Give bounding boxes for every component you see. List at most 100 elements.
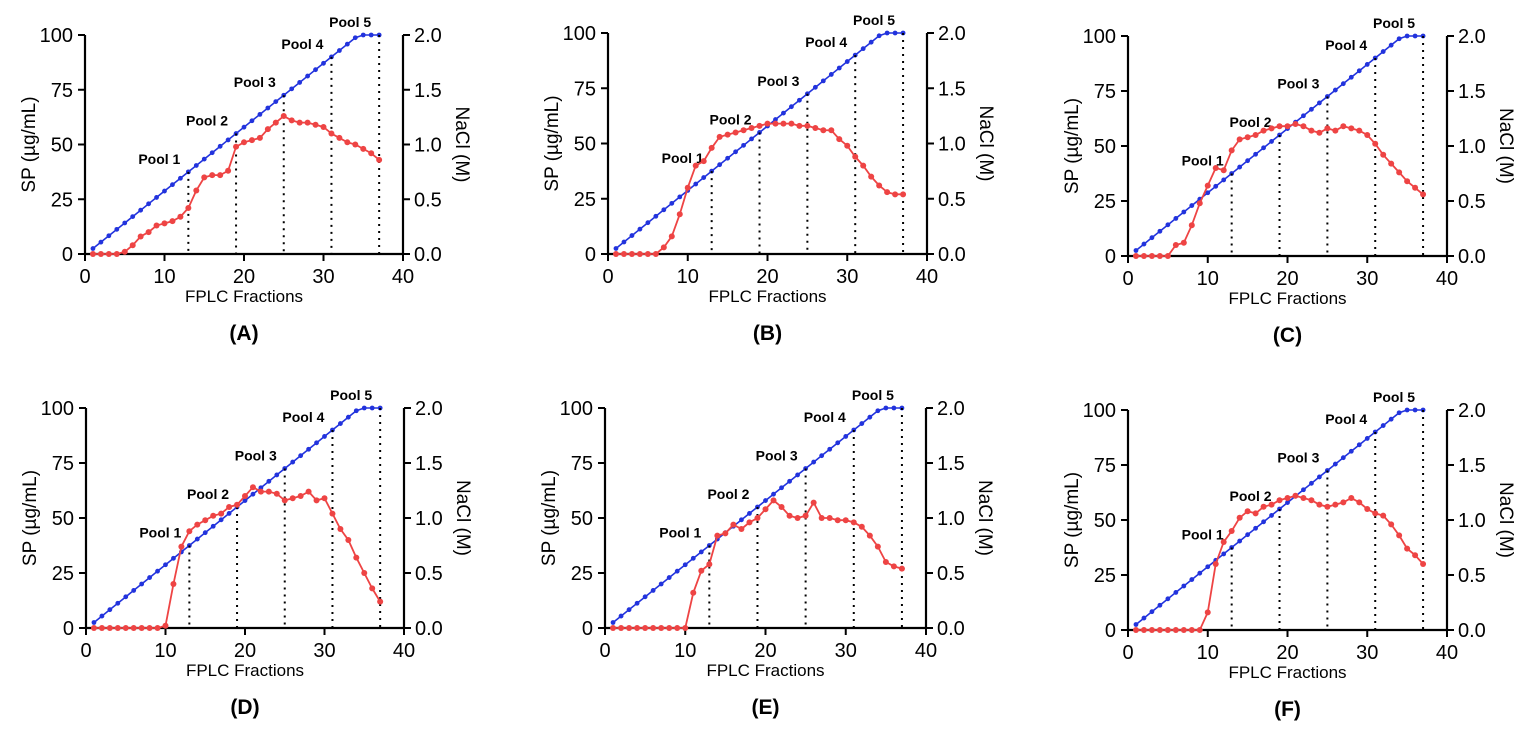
- sp-point: [248, 137, 255, 144]
- sp-point: [210, 512, 217, 519]
- pool-label: Pool 1: [1182, 527, 1224, 543]
- sp-point: [169, 218, 176, 225]
- nacl-point: [820, 78, 826, 84]
- sp-point: [1292, 492, 1299, 499]
- nacl-point: [337, 48, 342, 53]
- nacl-point: [836, 65, 842, 71]
- sp-point: [818, 515, 825, 521]
- y-tick-label-left: 50: [1094, 510, 1116, 532]
- nacl-point: [1141, 241, 1147, 247]
- nacl-point: [186, 543, 192, 548]
- panel-label: (D): [230, 696, 259, 719]
- y-tick-label-left: 100: [1083, 400, 1116, 422]
- nacl-point: [725, 155, 731, 161]
- sp-point: [1228, 528, 1235, 534]
- sp-point: [828, 127, 835, 134]
- x-tick-label: 40: [915, 640, 937, 662]
- sp-point: [217, 172, 224, 179]
- nacl-point: [1253, 525, 1258, 531]
- sp-point: [1404, 545, 1411, 552]
- sp-point: [130, 625, 137, 631]
- nacl-point: [626, 607, 632, 613]
- chart-panel: 0 10 20 30 40 0 25 50 75 100 0.0 0.5 1.0 1.5 2.0 SP (µg…: [1062, 15, 1516, 347]
- nacl-point: [122, 220, 128, 226]
- nacl-point: [674, 568, 680, 574]
- sp-point: [1412, 184, 1419, 191]
- pool-label: Pool 2: [187, 486, 229, 502]
- y-tick-label-right: 0.5: [414, 189, 442, 211]
- sp-point: [170, 581, 177, 587]
- sp-point: [1156, 253, 1163, 259]
- sp-point: [1148, 253, 1155, 259]
- nacl-point: [305, 73, 310, 79]
- pool-label: Pool 4: [1325, 411, 1367, 427]
- sp-point: [137, 233, 144, 240]
- sp-point: [826, 515, 833, 521]
- sp-point: [1260, 127, 1267, 134]
- y-tick-label-right: 0.0: [1458, 620, 1486, 642]
- sp-point: [868, 173, 875, 180]
- x-tick-label: 0: [80, 640, 91, 662]
- sp-point: [257, 488, 264, 495]
- nacl-point: [1165, 596, 1171, 602]
- sp-point: [1228, 147, 1235, 154]
- pool-label: Pool 4: [805, 34, 847, 50]
- x-tick-label: 40: [1436, 642, 1458, 664]
- nacl-point: [1221, 177, 1227, 183]
- sp-point: [353, 554, 360, 561]
- nacl-point: [1388, 416, 1394, 422]
- sp-point: [305, 488, 312, 495]
- sp-point: [280, 113, 287, 120]
- sp-point: [1276, 123, 1283, 130]
- sp-point: [644, 251, 651, 257]
- nacl-point: [1396, 410, 1402, 416]
- nacl-point: [322, 434, 327, 439]
- pool-label: Pool 1: [138, 151, 180, 167]
- sp-point: [850, 519, 857, 526]
- y-axis-title-right: NaCl (M): [452, 480, 473, 556]
- nacl-point: [1261, 519, 1266, 525]
- sp-point: [281, 497, 288, 504]
- x-axis-title: FPLC Fractions: [185, 287, 303, 306]
- sp-point: [1412, 552, 1419, 559]
- nacl-point: [241, 124, 247, 130]
- nacl-point: [1133, 248, 1139, 253]
- chart-panel: 0 10 20 30 40 0 25 50 75 100 0.0 0.5 1.0 1.5 2.0 SP (µg…: [19, 14, 472, 345]
- nacl-point: [1388, 42, 1394, 48]
- y-tick-label-right: 1.0: [414, 135, 442, 157]
- sp-point: [1252, 510, 1259, 517]
- sp-point: [794, 515, 801, 521]
- nacl-point: [202, 530, 208, 536]
- sp-point: [97, 251, 104, 257]
- x-tick-label: 20: [233, 266, 255, 288]
- x-tick-label: 20: [234, 640, 256, 662]
- nacl-point: [749, 136, 754, 142]
- sp-point: [329, 510, 336, 517]
- pool-label: Pool 5: [1373, 15, 1415, 31]
- y-tick-label-left: 75: [1094, 455, 1116, 477]
- y-tick-label-left: 100: [41, 398, 74, 420]
- sp-point: [1140, 253, 1147, 259]
- sp-point: [1292, 121, 1299, 127]
- nacl-point: [875, 408, 881, 414]
- x-tick-label: 30: [312, 266, 334, 288]
- sp-point: [296, 119, 303, 126]
- nacl-point: [884, 30, 890, 36]
- nacl-point: [1149, 235, 1155, 241]
- sp-point: [1180, 627, 1187, 633]
- panel-label: (A): [229, 322, 258, 345]
- chart-panel: 0 10 20 30 40 0 25 50 75 100 0.0 0.5 1.0 1.5 2.0 SP (µg…: [539, 387, 995, 719]
- pool-label: Pool 3: [757, 73, 799, 89]
- sp-point: [802, 512, 809, 519]
- y-tick-label-right: 0.5: [937, 563, 965, 585]
- nacl-point: [1197, 570, 1203, 576]
- y-tick-label-left: 100: [560, 398, 593, 420]
- nacl-point: [693, 181, 699, 187]
- nacl-point: [344, 41, 350, 47]
- y-tick-label-right: 0.0: [1458, 246, 1486, 268]
- nacl-point: [682, 562, 688, 568]
- sp-point: [1132, 253, 1139, 259]
- sp-point: [1284, 123, 1291, 130]
- x-axis-title: FPLC Fractions: [706, 661, 824, 680]
- y-tick-label-right: 0.5: [415, 563, 443, 585]
